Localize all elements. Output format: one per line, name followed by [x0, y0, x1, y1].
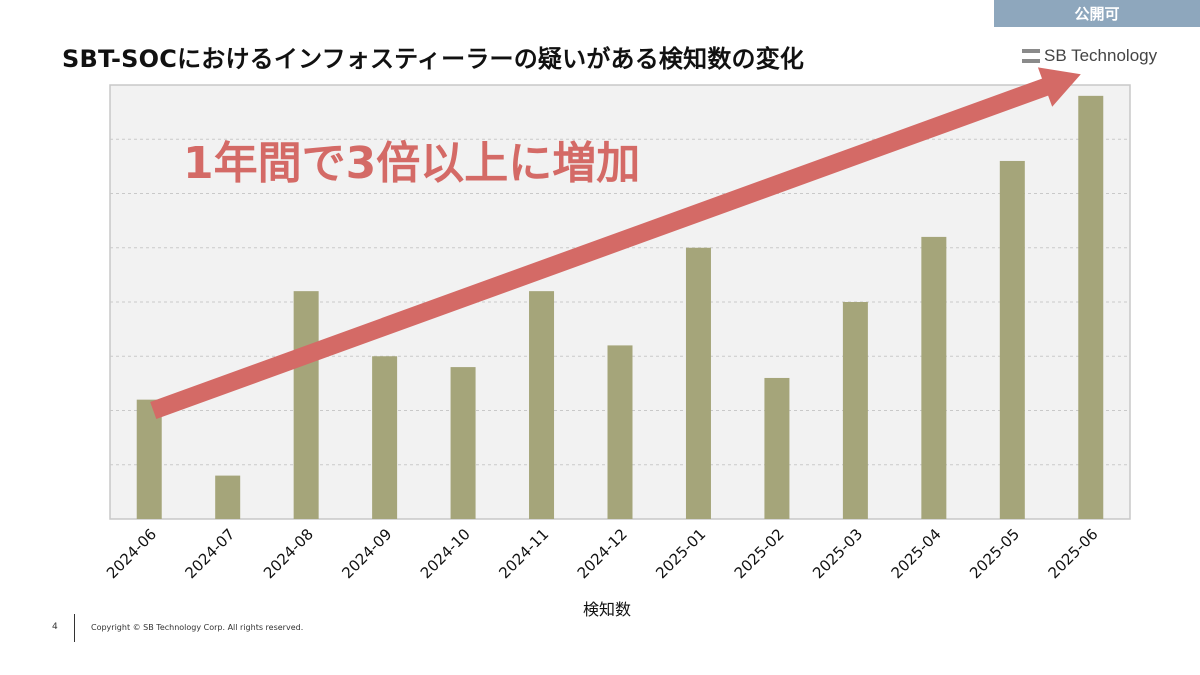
bar-2025-04: [921, 236, 947, 519]
bar-2024-12: [607, 345, 633, 519]
x-tick-label: 2025-01: [652, 525, 709, 582]
copyright-text: Copyright © SB Technology Corp. All righ…: [91, 623, 304, 632]
x-tick-label: 2024-09: [338, 525, 395, 582]
x-tick-label: 2025-04: [888, 525, 945, 582]
bar-2024-10: [450, 367, 476, 519]
company-logo: SB Technology: [1022, 46, 1157, 66]
x-tick-label: 2024-06: [103, 525, 160, 582]
footer-divider: [74, 614, 75, 642]
x-tick-label: 2025-05: [966, 525, 1023, 582]
x-tick-label: 2024-08: [260, 525, 317, 582]
bar-2024-07: [215, 475, 241, 519]
trend-annotation: 1年間で3倍以上に増加: [183, 138, 640, 189]
bar-2024-11: [529, 291, 555, 519]
bar-2025-03: [842, 302, 868, 519]
x-tick-label: 2025-02: [731, 525, 788, 582]
bars: [136, 95, 1104, 519]
logo-mark-icon: [1022, 49, 1040, 63]
bar-2025-05: [999, 160, 1025, 519]
page-title: SBT-SOCにおけるインフォスティーラーの疑いがある検知数の変化: [62, 45, 805, 73]
bar-2024-08: [293, 291, 319, 519]
page-number: 4: [52, 622, 58, 632]
x-axis-label: 検知数: [583, 600, 631, 619]
x-tick-label: 2024-10: [417, 525, 474, 582]
bar-2025-06: [1078, 95, 1104, 519]
public-badge: 公開可: [994, 0, 1200, 27]
x-tick-label: 2025-03: [809, 525, 866, 582]
trend-arrow: [150, 67, 1081, 420]
bar-2025-02: [764, 377, 790, 519]
x-tick-labels: 2024-06 2024-07 2024-08 2024-09 2024-10 2024-…: [103, 525, 1102, 582]
bar-2025-01: [685, 247, 711, 519]
bar-2024-09: [372, 356, 398, 519]
bar-2024-06: [136, 399, 162, 519]
x-tick-label: 2024-11: [495, 525, 552, 582]
x-tick-label: 2024-12: [574, 525, 631, 582]
x-tick-label: 2025-06: [1045, 525, 1102, 582]
logo-text: SB Technology: [1044, 46, 1158, 65]
x-tick-label: 2024-07: [181, 525, 238, 582]
